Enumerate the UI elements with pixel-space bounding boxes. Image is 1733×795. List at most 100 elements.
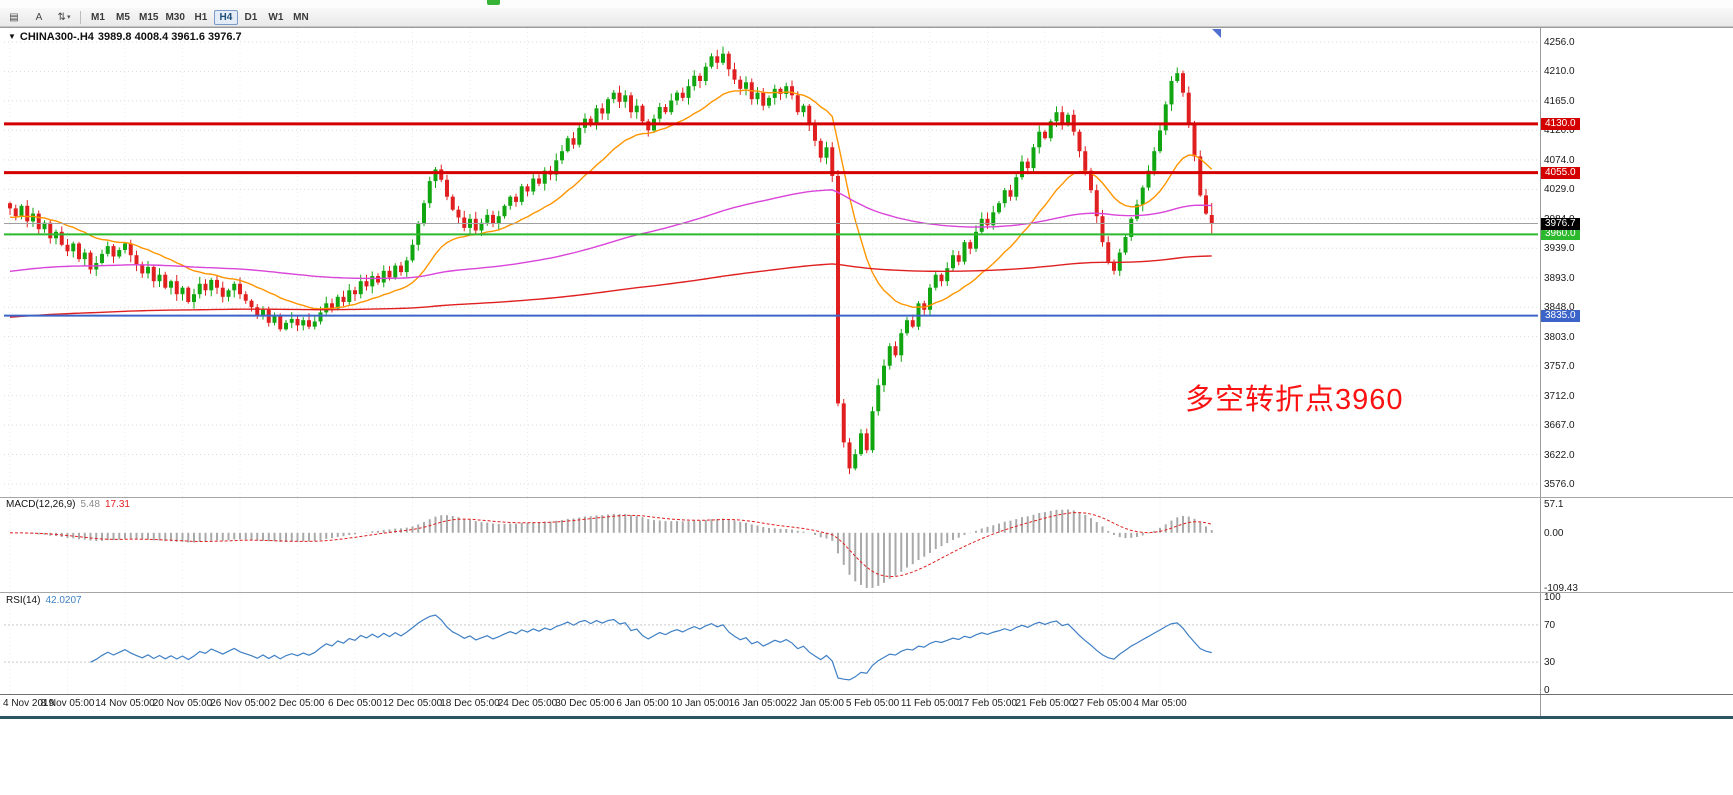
time-axis-border [0,694,1733,695]
candle-body [186,287,191,302]
candle-body [542,170,547,184]
candle-body [939,274,944,282]
candle-body [36,213,41,230]
timeframe-button-m5[interactable]: M5 [116,11,130,23]
candle-body [1175,73,1180,81]
candle-body [560,151,564,161]
macd-header: MACD(12,26,9) 5.48 17.31 [6,499,135,510]
candle-body [577,127,582,145]
candle-body [1123,237,1128,253]
candle-body [968,242,973,249]
candle-body [157,274,162,282]
candle-body [347,290,352,302]
candle-body [813,125,817,141]
candle-body [100,253,104,263]
candle-body [180,287,185,295]
collapse-arrow-icon[interactable]: ▼ [8,32,16,41]
candle-body [232,283,237,291]
candle-body [721,53,725,63]
candle-body [956,255,961,262]
rsi-header: RSI(14) 42.0207 [6,595,87,606]
candle-body [859,433,863,455]
candle-body [801,105,806,113]
candle-body [979,218,984,232]
candle-body [226,290,231,297]
timeframe-button-h1[interactable]: H1 [194,11,208,23]
chart-list-icon[interactable]: ▤ [3,9,25,26]
candle-body [243,294,248,301]
candle-body [278,316,283,330]
timeframe-button-group: M1 M5 M15 M30 H1 H4 D1 W1 MN [86,9,313,25]
candle-body [985,218,990,226]
pane-separator-rsi[interactable] [0,592,1733,593]
candle-body [933,274,938,288]
candle-body [818,140,823,158]
candle-body [629,95,633,113]
candle-body [473,218,478,231]
candle-body [272,316,277,323]
candle-body [479,222,484,231]
candle-body [140,264,145,274]
candle-body [1146,170,1151,188]
candle-body [588,118,593,126]
candle-body [928,287,932,310]
candle-body [554,160,559,175]
timeframe-button-m15[interactable]: M15 [139,11,159,23]
candle-body [761,92,766,106]
candle-body [1008,190,1013,197]
candle-body [945,268,950,282]
timeframe-button-w1[interactable]: W1 [268,11,284,23]
candle-body [59,231,64,245]
candle-body [675,92,679,101]
candle-body [335,296,340,309]
candle-body [358,281,363,295]
candle-body [882,365,886,386]
candle-body [381,270,386,283]
symbol-name: CHINA300-.H4 [19,31,94,43]
candle-body [456,209,461,218]
candle-body [519,186,524,202]
candle-body [82,252,87,260]
candle-body [77,243,81,260]
toolbar-remnant-icon [487,0,500,5]
candle-body [284,322,288,330]
candle-body [951,255,955,269]
candle-body [197,283,202,295]
timeframe-button-h4[interactable]: H4 [213,9,238,25]
toolbar: ▤ A ⇅ ▾ M1 M5 M15 M30 H1 H4 D1 W1 MN [0,8,1733,27]
scroll-to-end-icon[interactable] [1212,29,1221,38]
timeframe-button-m1[interactable]: M1 [91,11,105,23]
pane-separator-macd[interactable] [0,497,1733,498]
candle-body [1112,261,1116,271]
text-label-icon[interactable]: A [28,9,50,26]
rsi-value: 42.0207 [45,595,82,606]
toolbar-icon-group: ▤ A ⇅ ▾ [3,9,75,26]
candle-body [1025,161,1030,169]
candle-body [847,442,852,469]
candle-body [42,222,47,230]
candle-body [364,281,369,287]
candle-body [249,300,254,308]
candle-body [1094,190,1099,217]
scale-tool-icon: ⇅ [57,11,66,23]
candle-body [1054,112,1059,122]
candle-body [169,281,173,288]
candle-body [910,320,915,327]
candle-body [755,92,760,100]
chart-annotation-text[interactable]: 多空转折点3960 [1185,384,1404,416]
candle-body [31,213,35,222]
candle-body [450,196,455,210]
candle-body [640,105,645,122]
candle-body [376,276,380,283]
candle-body [508,196,513,206]
timeframe-button-d1[interactable]: D1 [244,11,258,23]
candle-body [600,108,605,114]
candle-body [209,279,214,291]
candle-body [1100,216,1105,243]
ohlc-values: 3989.8 4008.4 3961.6 3976.7 [97,31,242,43]
candle-body [1192,123,1197,157]
timeframe-button-mn[interactable]: MN [293,11,309,23]
timeframe-button-m30[interactable]: M30 [165,11,185,23]
scale-tool-icon[interactable]: ⇅ ▾ [53,9,75,26]
